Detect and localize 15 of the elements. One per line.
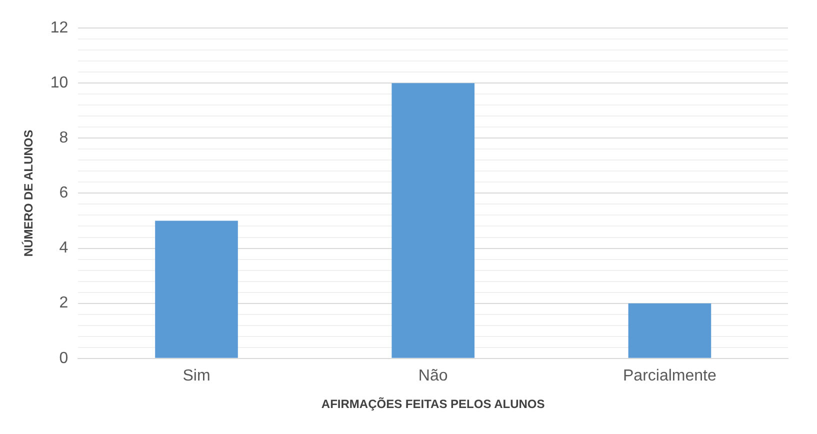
y-tick-label: 12 [50,19,68,36]
y-tick-label: 8 [59,130,68,147]
y-tick-label: 10 [50,74,68,92]
x-axis-title: AFIRMAÇÕES FEITAS PELOS ALUNOS [321,397,545,412]
x-tick-label: Não [418,367,448,384]
y-tick-label: 6 [59,184,68,202]
x-tick-label: Parcialmente [623,367,716,384]
y-tick-label: 2 [59,294,68,312]
x-tick-label: Sim [182,367,210,384]
bar [628,303,712,358]
y-tick-label: 0 [59,350,68,367]
y-axis-title: NÚMERO DE ALUNOS [22,130,36,257]
bar [155,220,238,358]
y-tick-label: 4 [59,240,68,257]
bar [392,83,475,358]
